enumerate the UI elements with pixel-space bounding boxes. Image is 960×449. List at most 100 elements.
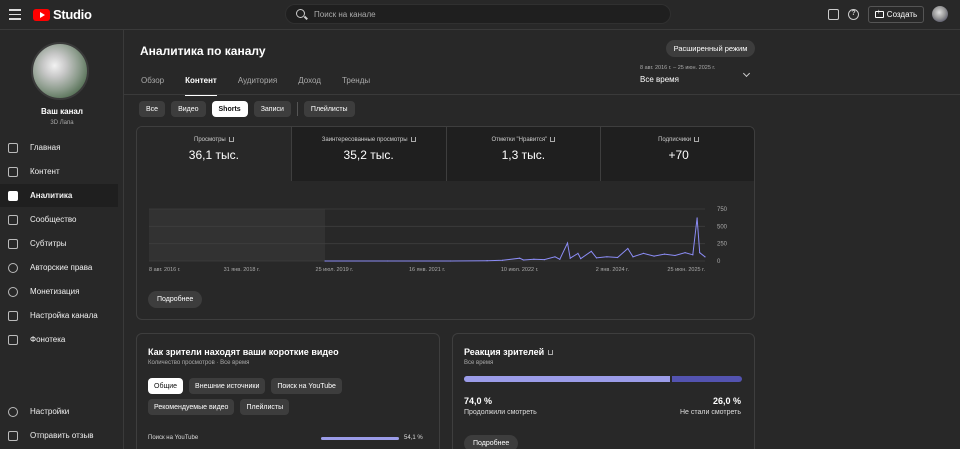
data-point: [627, 247, 629, 250]
chip-playlists[interactable]: Плейлисты: [240, 399, 290, 415]
x-tick-label: 16 янв. 2021 г.: [409, 267, 446, 273]
metric-subscribers[interactable]: Подписчики +70: [601, 127, 754, 181]
help-icon[interactable]: ?: [848, 9, 859, 20]
sidebar-item-analytics[interactable]: Аналитика: [0, 184, 118, 207]
sidebar-item-content[interactable]: Контент: [0, 160, 118, 183]
views-series-line: [325, 217, 706, 262]
create-button[interactable]: Создать: [868, 6, 924, 23]
x-tick-label: 8 авг. 2016 г.: [149, 267, 181, 273]
tab-trends[interactable]: Тренды: [341, 76, 371, 85]
comment-icon[interactable]: [828, 9, 839, 20]
sidebar-item-community[interactable]: Сообщество: [0, 208, 118, 231]
sidebar-item-dashboard[interactable]: Главная: [0, 136, 118, 159]
source-name: Поиск на YouTube: [148, 435, 199, 441]
download-icon: [694, 137, 700, 142]
gear-icon: [8, 406, 18, 417]
sidebar-item-label: Главная: [30, 143, 61, 152]
viewer-reaction-card: Реакция зрителей Все время 74,0 % Продол…: [452, 333, 755, 449]
analytics-icon: [8, 190, 18, 201]
tab-revenue[interactable]: Доход: [298, 76, 321, 85]
chip-videos[interactable]: Видео: [171, 101, 206, 117]
data-point: [642, 252, 645, 254]
tab-content[interactable]: Контент: [185, 76, 217, 96]
sidebar-item-feedback[interactable]: Отправить отзыв: [0, 424, 118, 447]
sidebar-item-label: Авторские права: [30, 263, 93, 272]
sidebar-item-monetization[interactable]: Монетизация: [0, 280, 118, 303]
tab-overview[interactable]: Обзор: [141, 76, 165, 85]
retention-bar: [464, 376, 742, 382]
metrics-more-button[interactable]: Подробнее: [148, 291, 203, 308]
create-label: Создать: [886, 10, 918, 19]
page-title: Аналитика по каналу: [140, 44, 266, 58]
youtube-logo-icon: [33, 8, 50, 21]
data-point: [696, 217, 698, 219]
metric-likes[interactable]: Отметки "Нравится" 1,3 тыс.: [446, 127, 602, 181]
chip-posts[interactable]: Записи: [253, 101, 291, 117]
download-icon: [410, 137, 416, 142]
sidebar-item-label: Аналитика: [30, 191, 73, 200]
advanced-mode-button[interactable]: Расширенный режим: [666, 40, 755, 57]
community-icon: [8, 214, 18, 225]
data-point: [663, 253, 666, 255]
card-title: Реакция зрителей: [464, 347, 554, 357]
date-preset[interactable]: Все время: [640, 75, 679, 84]
search-icon: [296, 9, 305, 18]
sidebar-item-label: Отправить отзыв: [30, 431, 94, 440]
menu-icon[interactable]: [9, 9, 21, 20]
metric-value: +70: [668, 148, 689, 162]
stopped-label: Не стали смотреть: [679, 409, 741, 416]
metric-views[interactable]: Просмотры 36,1 тыс.: [137, 127, 292, 181]
metric-label: Подписчики: [601, 137, 754, 143]
data-point: [554, 256, 556, 258]
metric-tabs: Просмотры 36,1 тыс. Заинтересованные про…: [137, 127, 754, 181]
metric-engaged-views[interactable]: Заинтересованные просмотры 35,2 тыс.: [291, 127, 447, 181]
search-input[interactable]: [314, 7, 654, 21]
chip-all[interactable]: Все: [139, 101, 166, 117]
data-point: [522, 259, 525, 261]
chip-youtube-search[interactable]: Поиск на YouTube: [271, 378, 342, 394]
analytics-tabs: Обзор Контент Аудитория Доход Тренды: [141, 76, 391, 96]
content-type-chips: Все Видео Shorts Записи Плейлисты: [139, 101, 361, 117]
download-icon: [548, 350, 554, 355]
search-box[interactable]: [285, 4, 671, 24]
stopped-percent: 26,0 %: [712, 396, 741, 406]
chip-suggested-videos[interactable]: Рекомендуемые видео: [148, 399, 235, 415]
chip-external[interactable]: Внешние источники: [189, 378, 266, 394]
date-range-text[interactable]: 8 авг. 2016 г. – 25 июн. 2025 г.: [640, 65, 716, 71]
chip-overall[interactable]: Общие: [148, 378, 184, 394]
data-point: [533, 258, 535, 260]
continued-label: Продолжили смотреть: [464, 409, 537, 416]
sidebar-item-copyright[interactable]: Авторские права: [0, 256, 118, 279]
x-tick-label: 25 июл. 2019 г.: [316, 267, 354, 273]
studio-logo[interactable]: Studio: [33, 7, 92, 22]
tab-audience[interactable]: Аудитория: [237, 76, 278, 85]
metric-value: 36,1 тыс.: [188, 148, 239, 162]
sidebar-item-audio-library[interactable]: Фонотека: [0, 328, 118, 351]
data-point: [674, 254, 676, 257]
data-point: [684, 252, 686, 254]
reaction-more-button[interactable]: Подробнее: [464, 435, 519, 449]
download-icon: [228, 137, 234, 142]
sidebar-item-customization[interactable]: Настройка канала: [0, 304, 118, 327]
sidebar-item-subtitles[interactable]: Субтитры: [0, 232, 118, 255]
sidebar-item-label: Настройки: [30, 407, 70, 416]
video-add-icon: [874, 9, 884, 18]
data-point: [449, 260, 452, 262]
data-point: [324, 260, 326, 262]
download-icon: [550, 137, 556, 142]
channel-avatar[interactable]: [31, 42, 89, 100]
metric-label: Заинтересованные просмотры: [292, 137, 446, 143]
sidebar-item-settings[interactable]: Настройки: [0, 400, 118, 423]
chart-svg: 0 250 500 750 8 авг. 2016 г. 31 янв. 2018 г. 2…: [149, 207, 728, 273]
source-bar: [321, 437, 399, 440]
source-filter-chips: Общие Внешние источники Поиск на YouTube…: [148, 378, 408, 420]
chip-shorts[interactable]: Shorts: [211, 101, 248, 117]
chevron-down-icon[interactable]: [742, 69, 751, 78]
source-bar-track: [321, 437, 399, 440]
chip-playlists[interactable]: Плейлисты: [303, 101, 355, 117]
data-point: [486, 260, 488, 262]
metrics-card: Просмотры 36,1 тыс. Заинтересованные про…: [136, 126, 755, 320]
x-tick-label: 25 июн. 2025 г.: [667, 267, 705, 273]
feedback-icon: [8, 430, 18, 441]
account-avatar[interactable]: [932, 6, 948, 22]
